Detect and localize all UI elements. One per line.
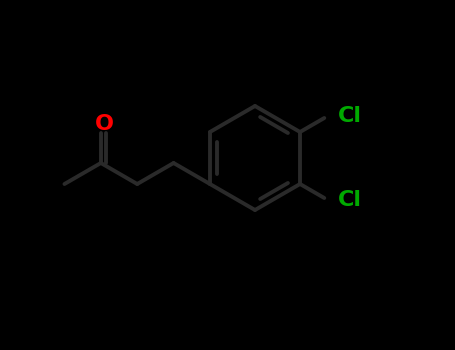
Text: Cl: Cl [338,190,362,210]
Text: Cl: Cl [338,106,362,126]
Text: O: O [95,114,114,134]
